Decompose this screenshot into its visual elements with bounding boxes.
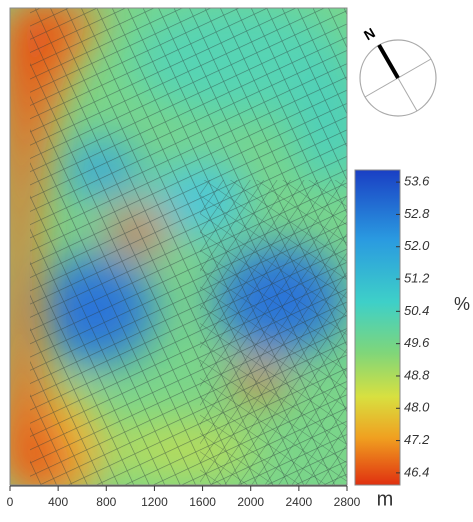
- colorbar-unit: %: [454, 294, 470, 314]
- colorbar-tick-label: 52.8: [404, 206, 430, 221]
- colorbar-tick-label: 53.6: [404, 174, 430, 189]
- colorbar-tick-label: 47.2: [404, 432, 430, 447]
- colorbar-tick-label: 49.6: [404, 335, 430, 350]
- colorbar-tick-label: 46.4: [404, 464, 429, 479]
- x-tick-label: 2800: [334, 495, 361, 509]
- x-tick-label: 2000: [237, 495, 264, 509]
- map-figure: N % m 53.6 52.8 52.0 51.2 50.4 49.6 48.8 48.0 47…: [0, 0, 473, 517]
- x-tick-label: 1600: [189, 495, 216, 509]
- colorbar-tick-label: 48.8: [404, 367, 430, 382]
- colorbar-tick-label: 50.4: [404, 303, 429, 318]
- x-tick-label: 2400: [286, 495, 313, 509]
- colorbar: [355, 170, 400, 485]
- x-tick-label: 800: [96, 495, 116, 509]
- x-tick-label: 400: [48, 495, 68, 509]
- colorbar-tick-label: 48.0: [404, 400, 430, 415]
- x-tick-label: 1200: [141, 495, 168, 509]
- compass: N: [360, 24, 436, 116]
- colorbar-tick-label: 52.0: [404, 238, 430, 253]
- compass-label: N: [361, 24, 378, 43]
- x-axis-unit: m: [377, 488, 394, 510]
- heat-map: [10, 0, 370, 490]
- colorbar-tick-label: 51.2: [404, 270, 430, 285]
- x-tick-label: 0: [7, 495, 14, 509]
